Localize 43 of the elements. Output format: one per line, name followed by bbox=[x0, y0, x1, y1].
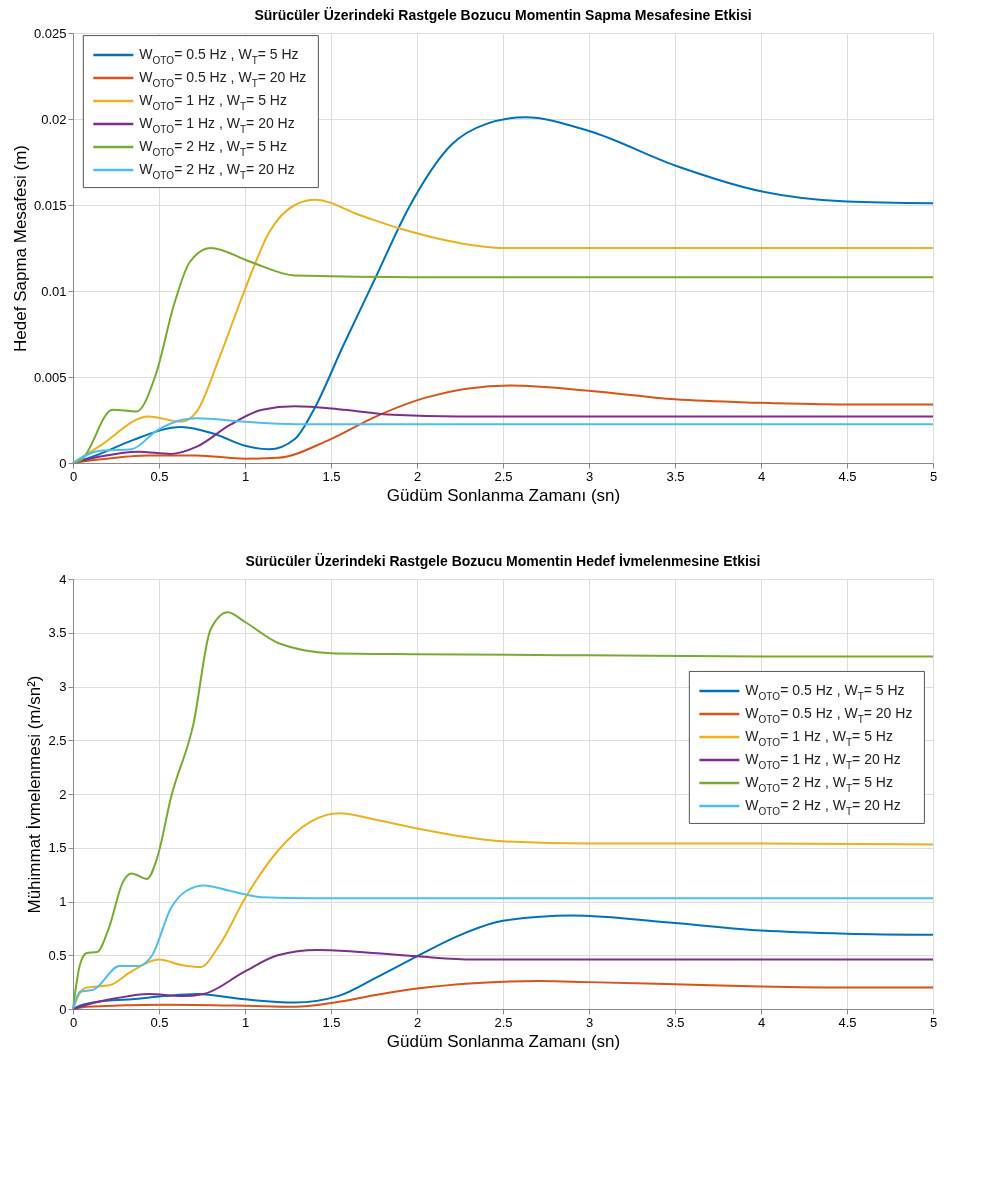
x-axis-title: Güdüm Sonlanma Zamanı (sn) bbox=[386, 485, 621, 505]
x-tick-label: 0.5 bbox=[150, 1014, 169, 1030]
chart-title: Sürücüler Üzerindeki Rastgele Bozucu Momentin Hedef İvmelenmesine Etkisi bbox=[245, 553, 761, 569]
x-tick-label: 1.5 bbox=[322, 1014, 341, 1030]
y-tick-label: 1.5 bbox=[48, 840, 67, 856]
x-tick-label: 5 bbox=[929, 468, 938, 484]
x-tick-label: 2 bbox=[413, 1014, 422, 1030]
chart-title: Sürücüler Üzerindeki Rastgele Bozucu Momentin Sapma Mesafesine Etkisi bbox=[254, 7, 752, 23]
x-tick-label: 3.5 bbox=[666, 1014, 685, 1030]
y-tick-label: 1 bbox=[59, 894, 67, 909]
y-tick-label: 4 bbox=[59, 571, 67, 587]
y-axis-title: Hedef Sapma Mesafesi (m) bbox=[10, 145, 30, 352]
x-tick-label: 1.5 bbox=[322, 468, 341, 484]
x-tick-label: 5 bbox=[929, 1014, 938, 1030]
x-tick-label: 1 bbox=[241, 468, 250, 484]
y-tick-label: 0.02 bbox=[41, 111, 67, 127]
x-tick-label: 2 bbox=[413, 468, 422, 484]
x-tick-label: 4 bbox=[757, 468, 766, 484]
x-tick-label: 2.5 bbox=[494, 1014, 513, 1030]
x-tick-label: 4 bbox=[757, 1014, 766, 1030]
x-tick-label: 0.5 bbox=[150, 468, 169, 484]
x-tick-label: 0 bbox=[69, 1014, 78, 1030]
y-tick-label: 0.015 bbox=[33, 197, 67, 213]
x-tick-label: 0 bbox=[69, 468, 78, 484]
x-tick-label: 3.5 bbox=[666, 468, 685, 484]
x-tick-label: 4.5 bbox=[838, 1014, 857, 1030]
x-tick-label: 2.5 bbox=[494, 468, 513, 484]
x-axis-title: Güdüm Sonlanma Zamanı (sn) bbox=[386, 1031, 621, 1051]
x-tick-label: 1 bbox=[241, 1014, 250, 1030]
y-tick-label: 0.5 bbox=[48, 947, 67, 963]
y-tick-label: 3.5 bbox=[48, 625, 67, 641]
x-tick-label: 3 bbox=[585, 1014, 594, 1030]
y-tick-label: 2 bbox=[59, 786, 67, 802]
x-tick-label: 4.5 bbox=[838, 468, 857, 484]
y-tick-label: 0.025 bbox=[33, 25, 67, 41]
y-tick-label: 3 bbox=[59, 679, 67, 694]
x-tick-label: 3 bbox=[585, 468, 594, 484]
y-tick-label: 0.005 bbox=[33, 369, 67, 385]
y-axis-title: Mühimmat İvmelenmesi (m/sn²) bbox=[25, 675, 45, 914]
y-tick-label: 0 bbox=[59, 455, 67, 471]
y-tick-label: 0 bbox=[59, 1001, 67, 1017]
y-tick-label: 2.5 bbox=[48, 732, 67, 748]
y-tick-label: 0.01 bbox=[41, 283, 67, 299]
